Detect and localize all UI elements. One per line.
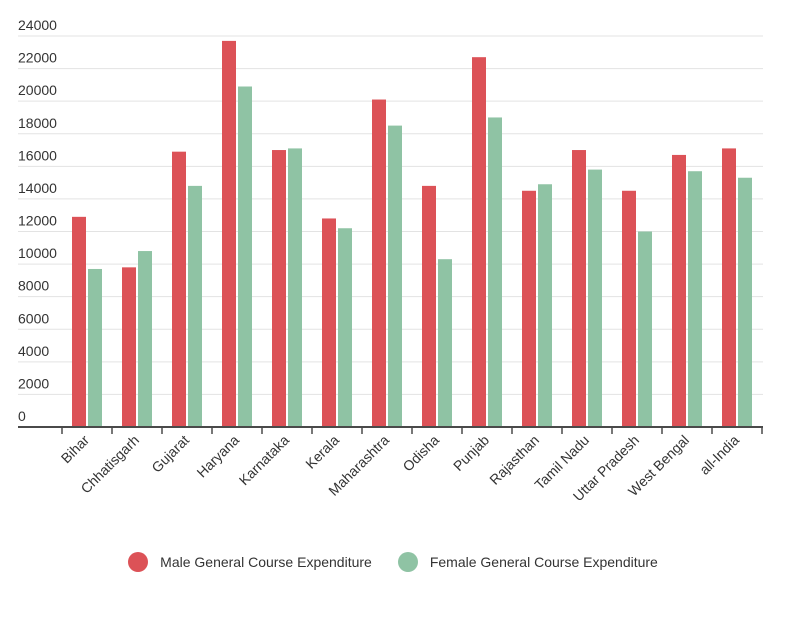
bar-male[interactable] (672, 154, 686, 427)
x-tick-label: Kerala (302, 432, 342, 472)
bar-male[interactable] (272, 150, 286, 427)
bars (72, 40, 752, 428)
y-axis-ticks: 0 2000 4000 6000 8000 10000 12000 14000 16000 180… (18, 17, 57, 424)
bar-female[interactable] (738, 177, 752, 427)
legend-label-female: Female General Course Expenditure (429, 554, 658, 570)
bar-female[interactable] (288, 148, 302, 427)
bar-female[interactable] (238, 86, 252, 428)
y-tick-label: 24000 (18, 17, 57, 33)
x-tick-label: Bihar (58, 432, 93, 467)
x-tick-label: Odisha (399, 432, 442, 475)
bar-female[interactable] (488, 117, 502, 427)
bar-male[interactable] (122, 267, 136, 427)
x-tick-label: Punjab (450, 432, 492, 474)
y-tick-label: 2000 (18, 375, 49, 391)
legend-label-male: Male General Course Expenditure (160, 554, 372, 570)
y-tick-label: 18000 (18, 115, 57, 131)
bar-male[interactable] (322, 218, 336, 427)
y-tick-label: 20000 (18, 82, 57, 98)
bar-female[interactable] (438, 259, 452, 427)
x-tick-label: all-India (696, 432, 742, 478)
legend-item-female[interactable]: Female General Course Expenditure (397, 552, 658, 572)
bar-male[interactable] (572, 150, 586, 427)
y-tick-label: 22000 (18, 50, 57, 66)
bar-female[interactable] (188, 185, 202, 427)
bar-male[interactable] (222, 40, 236, 427)
bar-female[interactable] (638, 231, 652, 428)
legend-swatch-female (397, 552, 418, 572)
y-tick-label: 14000 (18, 180, 57, 196)
x-tick-label: Haryana (193, 432, 242, 481)
x-tick-label: Karnataka (236, 432, 293, 489)
legend-item-male[interactable]: Male General Course Expenditure (128, 552, 372, 572)
bar-female[interactable] (88, 268, 102, 427)
y-tick-label: 4000 (18, 343, 49, 359)
y-tick-label: 16000 (18, 147, 57, 163)
y-tick-label: 0 (18, 408, 26, 424)
x-tick-label: Gujarat (148, 432, 192, 476)
bar-male[interactable] (72, 216, 86, 427)
y-tick-label: 8000 (18, 278, 49, 294)
legend: Male General Course Expenditure Female G… (0, 552, 786, 572)
y-tick-label: 6000 (18, 310, 49, 326)
bar-male[interactable] (622, 190, 636, 427)
bar-female[interactable] (138, 251, 152, 427)
legend-swatch-male (128, 552, 149, 572)
y-tick-label: 10000 (18, 245, 57, 261)
bar-female[interactable] (588, 169, 602, 427)
bar-female[interactable] (338, 228, 352, 427)
bar-male[interactable] (472, 57, 486, 427)
bar-male[interactable] (172, 151, 186, 427)
bar-male[interactable] (722, 148, 736, 427)
bar-female[interactable] (688, 171, 702, 427)
y-tick-label: 12000 (18, 213, 57, 229)
bar-male[interactable] (522, 190, 536, 427)
x-axis (18, 426, 763, 434)
bar-female[interactable] (388, 125, 402, 428)
bar-male[interactable] (372, 99, 386, 427)
bar-male[interactable] (422, 185, 436, 427)
bar-female[interactable] (538, 184, 552, 427)
